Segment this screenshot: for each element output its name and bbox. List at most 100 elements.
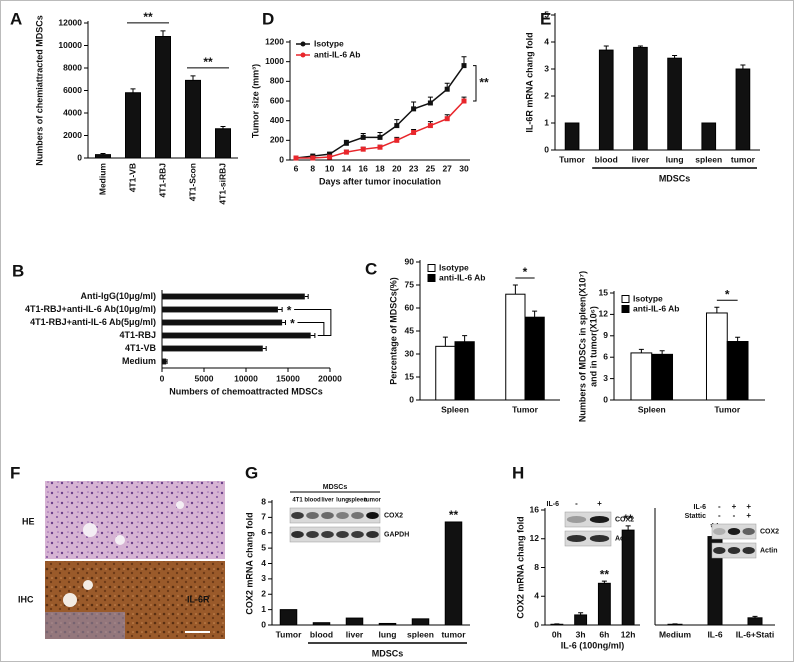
- y-tick-label: 90: [405, 256, 415, 266]
- y-tick-label: 4T1-RBJ+anti-IL-6 Ab(5μg/ml): [30, 317, 156, 327]
- x-axis-label: Numbers of chemoattracted MDSCs: [169, 386, 323, 396]
- x-tick-label: 8: [310, 163, 315, 173]
- y-tick-label: 800: [270, 76, 284, 86]
- panel-letter: H: [512, 463, 524, 482]
- blot-lane-label: spleen: [348, 498, 367, 504]
- x-tick-label: 6: [294, 163, 299, 173]
- blot-lane-label: liver: [321, 498, 334, 504]
- bar: [574, 614, 588, 626]
- legend-label: Isotype: [439, 262, 469, 272]
- blot-band: [713, 547, 726, 554]
- significance-bracket: [473, 65, 477, 102]
- significance-label: *: [725, 287, 730, 301]
- error-bar: [277, 307, 283, 312]
- x-tick-label: 14: [342, 163, 352, 173]
- y-tick-label: 2000: [63, 130, 82, 140]
- y-tick-label: 45: [405, 325, 415, 335]
- error-bar: [166, 359, 168, 364]
- error-bar: [578, 612, 584, 615]
- blot-sign: -: [575, 499, 578, 508]
- y-axis-label: and in tumor(X10⁶): [588, 306, 598, 387]
- marker: [394, 137, 400, 143]
- blot-row-label: Actin: [760, 547, 778, 554]
- blot-lane-label: lung: [336, 498, 349, 504]
- marker: [360, 134, 366, 140]
- y-tick-label: 2: [544, 90, 549, 100]
- x-tick-label: liver: [632, 154, 650, 164]
- error-bar: [603, 45, 609, 51]
- y-tick-label: 15: [405, 371, 415, 381]
- blot-sign: -: [718, 511, 721, 520]
- y-tick-label: 3: [544, 63, 549, 73]
- blot-band: [566, 535, 587, 542]
- error-bar: [160, 30, 166, 37]
- vacuole: [176, 501, 184, 509]
- y-tick-label: 0: [544, 144, 549, 154]
- blot-sign: +: [746, 511, 751, 520]
- y-tick-label: 5: [261, 542, 266, 552]
- blot-treatment: IL-6: [547, 501, 560, 508]
- x-tick-label: 5000: [195, 373, 214, 383]
- marker: [377, 134, 383, 140]
- bar: [705, 312, 728, 401]
- error-bar: [672, 55, 678, 59]
- legend-swatch: [427, 274, 436, 282]
- blot-lane-label: 4T1: [292, 498, 303, 504]
- x-tick-label: blood: [310, 629, 333, 639]
- x-tick-label: 15000: [276, 373, 300, 383]
- x-tick-label: blood: [595, 154, 618, 164]
- blot-row-label: COX2: [760, 528, 779, 535]
- bar: [651, 353, 674, 401]
- x-tick-label: liver: [346, 629, 364, 639]
- marker: [377, 144, 383, 150]
- x-tick-label: 6h: [599, 629, 609, 639]
- y-axis-label: Numbers of chemiattracted MDSCs: [34, 15, 44, 166]
- y-tick-label: 0: [603, 394, 608, 404]
- error-bar: [442, 336, 448, 347]
- bar: [162, 358, 167, 365]
- x-tick-label: 20: [392, 163, 402, 173]
- marker: [461, 98, 467, 104]
- stain-label: IL-6R: [187, 594, 210, 604]
- error-bar: [304, 294, 309, 299]
- legend-swatch: [427, 264, 436, 272]
- row-label: HE: [22, 516, 35, 526]
- y-tick-label: 16: [530, 504, 540, 514]
- bar: [524, 316, 545, 401]
- y-tick-label: 1200: [265, 36, 284, 46]
- y-tick-label: 75: [405, 279, 415, 289]
- panel-letter: D: [262, 9, 274, 28]
- x-tick-label: Medium: [659, 629, 692, 639]
- marker: [327, 154, 333, 160]
- x-tick-label: 18: [375, 163, 385, 173]
- significance-label: **: [623, 512, 633, 526]
- error-bar: [659, 350, 665, 355]
- x-tick-label: lung: [379, 629, 397, 639]
- blot-band: [727, 547, 741, 554]
- blot-treatment: IL-6: [694, 504, 707, 511]
- bar: [667, 57, 682, 151]
- y-tick-label: 4000: [63, 107, 82, 117]
- x-tick-label: Medium: [97, 163, 107, 196]
- error-bar: [625, 525, 631, 531]
- significance-label: **: [203, 55, 213, 69]
- y-tick-label: 3: [603, 373, 608, 383]
- marker: [461, 63, 467, 69]
- blot-title: MDSCs: [323, 484, 348, 491]
- vacuole: [63, 593, 77, 607]
- bar: [411, 618, 430, 626]
- y-tick-label: 6000: [63, 85, 82, 95]
- he-image: [45, 481, 225, 559]
- x-tick-label: 20000: [318, 373, 342, 383]
- bar: [155, 36, 171, 159]
- blot-band: [742, 547, 755, 554]
- blot-band: [742, 528, 755, 535]
- bar: [162, 306, 278, 313]
- y-tick-label: 8: [534, 562, 539, 572]
- blot-sign: +: [732, 502, 737, 511]
- y-tick-label: 1: [261, 604, 266, 614]
- marker: [444, 86, 450, 92]
- vacuole: [115, 535, 125, 545]
- y-axis-label: IL-6R mRNA chang fold: [524, 32, 534, 132]
- x-tick-label: Spleen: [441, 404, 469, 414]
